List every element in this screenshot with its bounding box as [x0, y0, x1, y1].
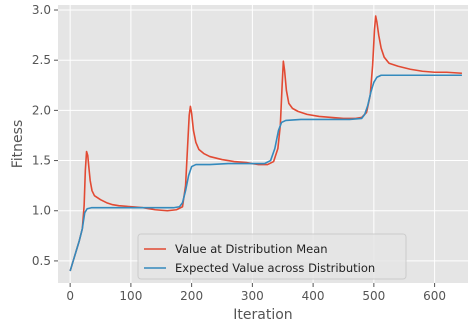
y-tick-label: 1.5	[32, 154, 51, 168]
x-tick-label: 200	[180, 289, 203, 303]
x-tick-label: 300	[241, 289, 264, 303]
x-tick-label: 0	[66, 289, 74, 303]
y-tick-label: 1.0	[32, 204, 51, 218]
y-axis-ticks: 0.5 1.0 1.5 2.0 2.5 3.0	[32, 3, 58, 268]
series-line-1	[69, 74, 462, 272]
legend-label-mean: Value at Distribution Mean	[175, 242, 328, 256]
series-line-0	[69, 15, 462, 272]
x-tick-label: 500	[362, 289, 385, 303]
series-layer	[69, 15, 462, 272]
x-tick-label: 600	[423, 289, 446, 303]
y-tick-label: 0.5	[32, 254, 51, 268]
x-axis-label: Iteration	[233, 307, 292, 323]
legend: Value at Distribution Mean Expected Valu…	[137, 233, 407, 280]
y-axis-label: Fitness	[10, 120, 26, 169]
grid	[58, 5, 468, 283]
y-tick-label: 2.5	[32, 53, 51, 67]
y-tick-label: 3.0	[32, 3, 51, 17]
x-tick-label: 100	[119, 289, 142, 303]
x-axis-ticks: 0 100 200 300 400 500 600	[66, 283, 446, 303]
legend-label-expected: Expected Value across Distribution	[175, 261, 375, 275]
x-tick-label: 400	[302, 289, 325, 303]
legend-box	[137, 233, 407, 280]
y-tick-label: 2.0	[32, 103, 51, 117]
